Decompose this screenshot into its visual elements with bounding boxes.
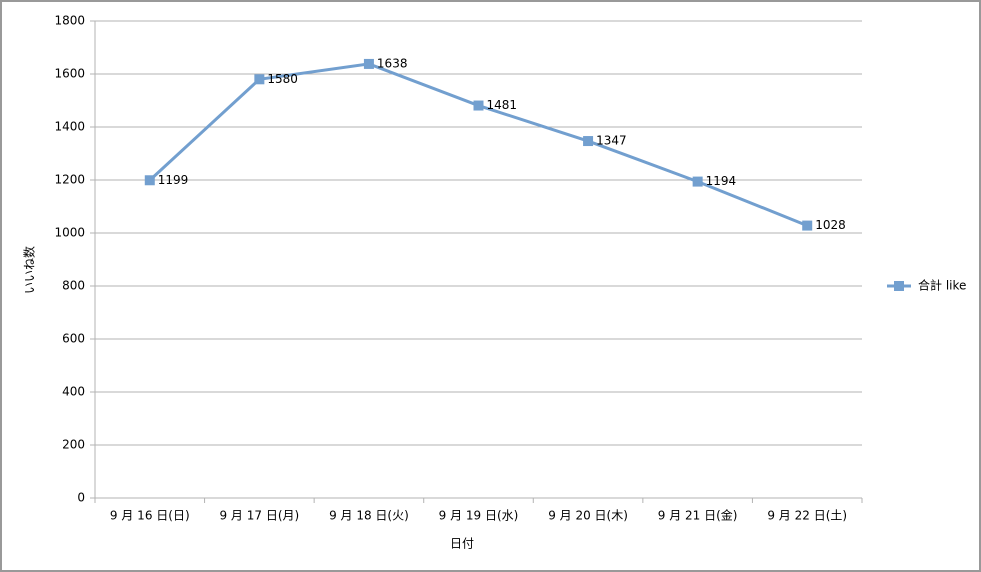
y-tick-label: 1200 bbox=[54, 173, 85, 187]
data-label: 1580 bbox=[267, 72, 298, 86]
y-tick-label: 200 bbox=[62, 438, 85, 452]
marker bbox=[363, 58, 374, 69]
x-tick-label: 9 月 20 日(木) bbox=[548, 509, 628, 523]
x-tick-label: 9 月 19 日(水) bbox=[439, 509, 519, 523]
x-tick-label: 9 月 18 日(火) bbox=[329, 509, 409, 523]
data-label: 1638 bbox=[377, 56, 408, 70]
marker bbox=[473, 100, 484, 111]
y-axis-title: いいね数 bbox=[22, 246, 37, 294]
x-axis-title: 日付 bbox=[450, 537, 474, 551]
y-tick-label: 0 bbox=[77, 491, 85, 505]
y-tick-label: 1800 bbox=[54, 14, 85, 28]
marker bbox=[692, 176, 703, 187]
marker bbox=[254, 74, 265, 85]
y-tick-label: 400 bbox=[62, 385, 85, 399]
y-tick-label: 1000 bbox=[54, 226, 85, 240]
data-label: 1194 bbox=[706, 174, 737, 188]
legend-marker bbox=[894, 281, 904, 291]
y-tick-label: 1600 bbox=[54, 67, 85, 81]
marker bbox=[583, 136, 594, 147]
x-tick-label: 9 月 21 日(金) bbox=[658, 508, 738, 523]
data-label: 1347 bbox=[596, 134, 627, 148]
marker bbox=[144, 175, 155, 186]
data-label: 1199 bbox=[158, 173, 189, 187]
data-label: 1481 bbox=[487, 98, 518, 112]
y-tick-label: 600 bbox=[62, 332, 85, 346]
y-tick-label: 1400 bbox=[54, 120, 85, 134]
legend-label: 合計 like bbox=[918, 278, 966, 293]
x-tick-label: 9 月 16 日(日) bbox=[110, 509, 190, 523]
y-tick-label: 800 bbox=[62, 279, 85, 293]
x-tick-label: 9 月 22 日(土) bbox=[767, 509, 847, 523]
x-tick-label: 9 月 17 日(月) bbox=[219, 509, 299, 523]
marker bbox=[802, 220, 813, 231]
data-label: 1028 bbox=[815, 218, 846, 232]
